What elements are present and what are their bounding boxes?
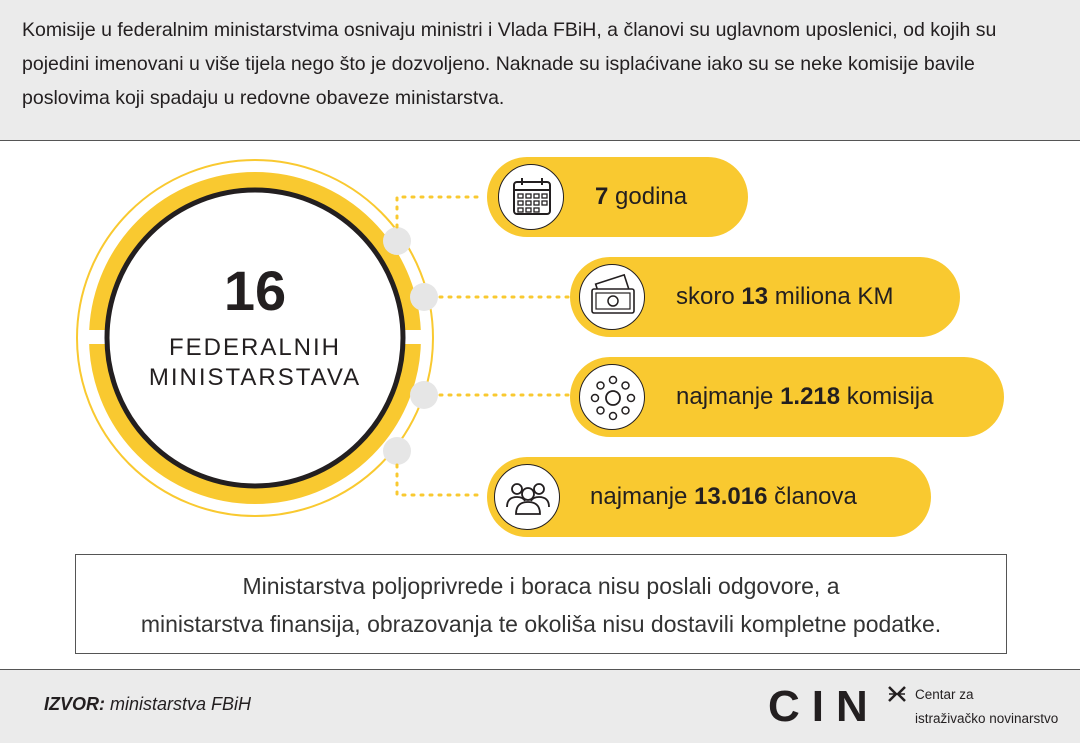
- cin-logo: CIN: [768, 682, 880, 731]
- label-line2: MINISTARSTAVA: [148, 364, 362, 391]
- people-icon: [494, 464, 560, 530]
- stat-text-money: skoro 13 miliona KM: [676, 283, 894, 310]
- stat-pill-money: skoro 13 miliona KM: [570, 257, 960, 337]
- ministries-count: 16: [223, 259, 287, 322]
- infographic: 16 FEDERALNIH MINISTARSTAVA 7 godina sko…: [0, 141, 1080, 561]
- footer: IZVOR: ministarstva FBiH CIN Centar za i…: [0, 669, 1080, 743]
- money-icon: [579, 264, 645, 330]
- ministries-label: FEDERALNIH MINISTARSTAVA: [125, 333, 385, 393]
- ministries-circle: [76, 159, 572, 517]
- note-box: Ministarstva poljoprivrede i boraca nisu…: [75, 554, 1007, 654]
- intro-header: Komisije u federalnim ministarstvima osn…: [0, 0, 1080, 141]
- label-line1: FEDERALNIH: [168, 334, 342, 361]
- network-icon: [579, 364, 645, 430]
- stat-pill-commissions: najmanje 1.218 komisija: [570, 357, 1004, 437]
- stat-text-members: najmanje 13.016 članova: [590, 483, 857, 510]
- source-label: IZVOR:: [44, 694, 105, 714]
- cin-logo-mark-icon: [888, 686, 906, 702]
- intro-text: Komisije u federalnim ministarstvima osn…: [22, 19, 997, 109]
- note-line1: Ministarstva poljoprivrede i boraca nisu…: [242, 573, 840, 599]
- note-text: Ministarstva poljoprivrede i boraca nisu…: [76, 567, 1006, 643]
- calendar-icon: [498, 164, 564, 230]
- logo-subtitle-1: Centar za: [915, 687, 974, 702]
- stat-pill-members: najmanje 13.016 članova: [487, 457, 931, 537]
- stat-text-years: 7 godina: [595, 183, 688, 210]
- note-line2: ministarstva finansija, obrazovanja te o…: [140, 611, 942, 637]
- source-value: ministarstva FBiH: [105, 694, 252, 714]
- source-text: IZVOR: ministarstva FBiH: [44, 694, 251, 715]
- logo-subtitle-2: istraživačko novinarstvo: [915, 711, 1059, 726]
- stat-text-commissions: najmanje 1.218 komisija: [676, 383, 934, 410]
